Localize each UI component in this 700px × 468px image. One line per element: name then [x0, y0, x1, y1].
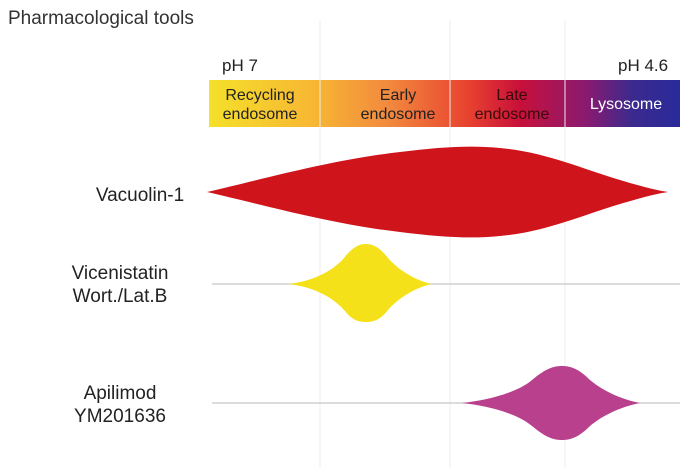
- tool-label-vicenistatin: Vicenistatin Wort./Lat.B: [20, 262, 220, 308]
- compartment-label-line: Late: [496, 87, 528, 104]
- compartment-label-line: Early: [379, 87, 417, 104]
- ph-start-label: pH 7: [222, 56, 258, 75]
- compartment-early-endosome: Early endosome: [348, 86, 448, 124]
- tool-label-line: Vicenistatin: [71, 263, 169, 284]
- compartment-label-line: endosome: [360, 106, 436, 123]
- vicenistatin-distribution-shape: [288, 244, 432, 322]
- compartment-label-line: endosome: [222, 106, 298, 123]
- compartment-label-line: endosome: [474, 106, 550, 123]
- tool-label-line: YM201636: [74, 406, 166, 427]
- ph-end-label: pH 4.6: [618, 56, 669, 75]
- ph-gradient-bar: [209, 80, 680, 127]
- tool-label-vacuolin: Vacuolin-1: [60, 184, 220, 207]
- compartment-late-endosome: Late endosome: [462, 86, 562, 124]
- compartment-recycling-endosome: Recycling endosome: [212, 86, 308, 124]
- tool-label-line: Apilimod: [83, 383, 157, 404]
- apilimod-distribution-shape: [462, 366, 640, 440]
- compartment-lysosome: Lysosome: [589, 96, 663, 113]
- tool-label-line: Wort./Lat.B: [72, 286, 168, 307]
- vacuolin-distribution-shape: [207, 146, 668, 238]
- tool-label-apilimod: Apilimod YM201636: [20, 382, 220, 428]
- tool-label-line: Vacuolin-1: [95, 185, 185, 206]
- diagram-title: Pharmacological tools: [8, 8, 194, 29]
- compartment-label-line: Recycling: [225, 87, 295, 104]
